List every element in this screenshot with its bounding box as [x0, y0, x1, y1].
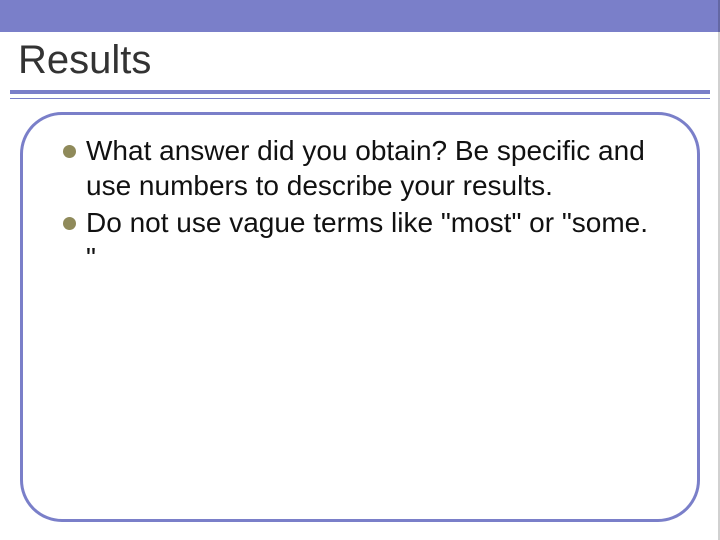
- bullet-text: Do not use vague terms like "most" or "s…: [86, 205, 657, 275]
- bullet-icon: [63, 145, 76, 158]
- title-underline-thin: [10, 98, 710, 99]
- list-item: What answer did you obtain? Be specific …: [63, 133, 657, 203]
- title-underline-thick: [10, 90, 710, 94]
- title-area: Results: [0, 32, 720, 93]
- top-accent-band: [0, 0, 720, 32]
- content-frame: What answer did you obtain? Be specific …: [20, 112, 700, 522]
- slide-title: Results: [18, 38, 702, 83]
- list-item: Do not use vague terms like "most" or "s…: [63, 205, 657, 275]
- bullet-text: What answer did you obtain? Be specific …: [86, 133, 657, 203]
- bullet-icon: [63, 217, 76, 230]
